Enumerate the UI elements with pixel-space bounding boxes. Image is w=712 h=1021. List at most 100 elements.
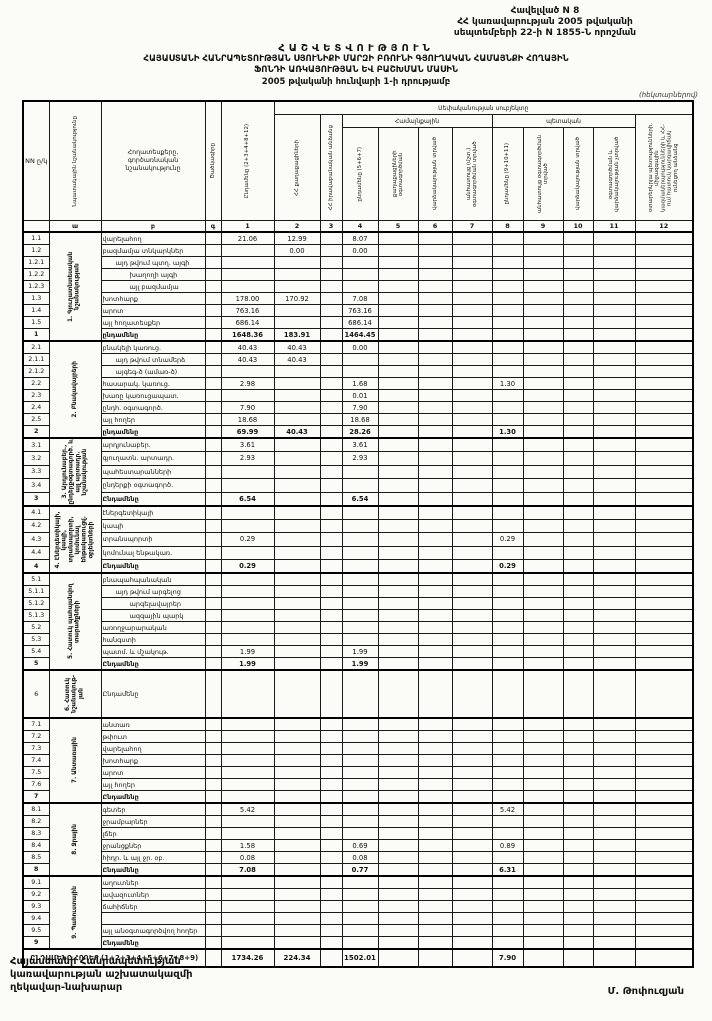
table-row: 1.1 1. Գյուղատնտեսական նշանակության վարելա… xyxy=(22,231,694,342)
value-cell xyxy=(417,888,453,901)
value-cell xyxy=(634,924,694,937)
land-type-label: ճահիճներ xyxy=(100,900,206,913)
value-cell xyxy=(491,730,524,743)
value-cell xyxy=(220,827,275,840)
row-number: 4 xyxy=(22,559,50,574)
value-cell xyxy=(451,645,493,658)
value-cell xyxy=(634,621,694,634)
value-cell: 0.69 xyxy=(341,839,379,852)
value-cell xyxy=(522,815,564,828)
value-cell xyxy=(522,389,564,402)
land-type-label: խաղողի այգի xyxy=(100,268,206,281)
land-type-label: պատմ. և մշակութ. xyxy=(100,645,206,658)
value-cell xyxy=(522,559,564,574)
value-cell xyxy=(592,389,636,402)
value-cell xyxy=(592,451,636,466)
value-cell xyxy=(273,766,321,779)
value-cell xyxy=(319,742,343,755)
value-cell xyxy=(592,304,636,317)
value-cell xyxy=(319,827,343,840)
table-row: 9.2 ավազուտներ xyxy=(22,888,694,901)
value-cell xyxy=(562,304,594,317)
value-cell xyxy=(273,365,321,378)
value-cell xyxy=(319,353,343,366)
value-cell xyxy=(319,389,343,402)
value-cell xyxy=(273,451,321,466)
row-number: 5.1.1 xyxy=(22,585,50,598)
value-cell xyxy=(377,401,419,414)
column-number: 9 xyxy=(522,220,564,233)
code-cell xyxy=(204,597,222,610)
value-cell xyxy=(522,340,564,354)
value-cell xyxy=(451,244,493,257)
value-cell xyxy=(491,451,524,466)
value-cell xyxy=(562,669,594,719)
value-cell xyxy=(273,645,321,658)
annex-line-1: Հավելված N 8 xyxy=(510,6,580,16)
header-code: Ծածկագիրը xyxy=(204,100,222,221)
value-cell xyxy=(562,280,594,293)
land-type-label: լճեր xyxy=(100,827,206,840)
value-cell xyxy=(273,491,321,506)
table-row: 3.2 գյուղատն. արտադր. 2.93 2.93 xyxy=(22,451,694,466)
value-cell xyxy=(273,900,321,913)
value-cell xyxy=(634,597,694,610)
signature-name: Մ. Թոփուզյան xyxy=(607,986,684,997)
value-cell xyxy=(341,633,379,646)
value-cell xyxy=(451,451,493,466)
code-cell xyxy=(204,504,222,520)
value-cell xyxy=(522,425,564,439)
code-cell xyxy=(204,585,222,598)
value-cell xyxy=(220,900,275,913)
value-cell xyxy=(592,730,636,743)
value-cell xyxy=(341,936,379,950)
value-cell xyxy=(634,766,694,779)
table-row: 2.1 2. Բնակավայրերի բնակելի կառուց. 40.43 40… xyxy=(22,340,694,439)
row-number: 4.2 xyxy=(22,518,50,533)
value-cell xyxy=(592,413,636,426)
value-cell xyxy=(592,609,636,622)
value-cell xyxy=(273,778,321,791)
value-cell: 28.26 xyxy=(341,425,379,439)
value-cell xyxy=(451,802,493,816)
value-cell: 40.43 xyxy=(273,353,321,366)
value-cell xyxy=(377,839,419,852)
value-cell xyxy=(377,621,419,634)
value-cell xyxy=(417,827,453,840)
value-cell xyxy=(592,572,636,586)
value-cell xyxy=(491,504,524,520)
annex-line-3: սեպտեմբերի 22-ի N 1855-Ն որոշման xyxy=(453,28,637,38)
value-cell xyxy=(220,621,275,634)
value-cell xyxy=(522,645,564,658)
value-cell xyxy=(562,936,594,950)
value-cell xyxy=(522,365,564,378)
value-cell xyxy=(273,389,321,402)
value-cell xyxy=(451,778,493,791)
value-cell: 6.54 xyxy=(220,491,275,506)
value-cell xyxy=(634,585,694,598)
value-cell xyxy=(491,657,524,671)
value-cell xyxy=(319,778,343,791)
value-cell: 7.08 xyxy=(341,292,379,305)
value-cell xyxy=(491,572,524,586)
value-cell xyxy=(592,778,636,791)
value-cell xyxy=(417,377,453,390)
value-cell xyxy=(491,244,524,257)
value-cell xyxy=(562,900,594,913)
value-cell xyxy=(522,633,564,646)
value-cell: 1.30 xyxy=(491,377,524,390)
value-cell xyxy=(377,936,419,950)
code-cell xyxy=(204,717,222,731)
value-cell xyxy=(377,518,419,533)
table-row: 7.5 արոտ xyxy=(22,766,694,779)
value-cell xyxy=(634,790,694,804)
value-cell xyxy=(592,244,636,257)
value-cell xyxy=(451,559,493,574)
footer-line-1: Հայաստանի Հանրապետության xyxy=(10,956,181,967)
table-row: 1.3 խոտհարք 178.00 170.92 7.08 xyxy=(22,292,694,305)
value-cell xyxy=(634,730,694,743)
code-cell xyxy=(204,609,222,622)
land-type-label: ընդերքի օգտագործ. xyxy=(100,478,206,493)
row-number: 5.2 xyxy=(22,621,50,634)
code-cell xyxy=(204,936,222,950)
